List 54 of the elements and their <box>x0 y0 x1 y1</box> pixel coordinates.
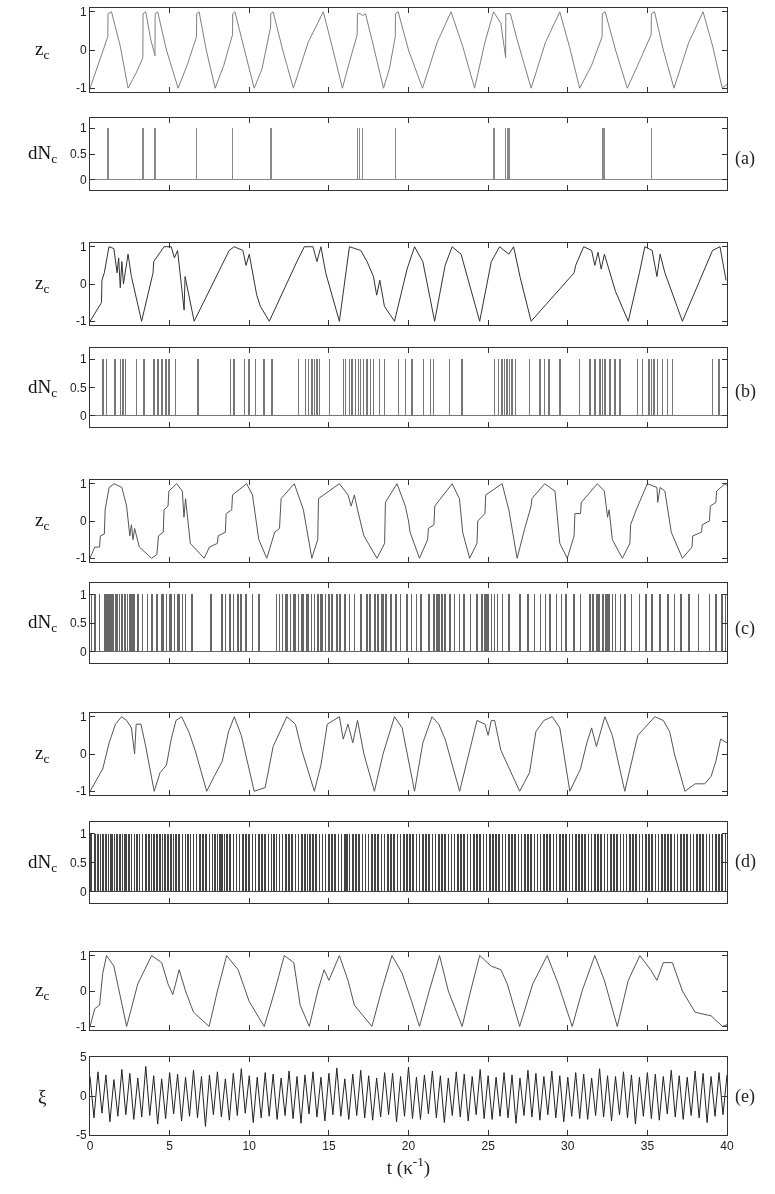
text: (d) <box>735 851 756 872</box>
y-tick-label: 0 <box>79 1089 87 1104</box>
y-tick-label: -1 <box>75 551 87 566</box>
y-tick-label: 5 <box>79 1050 87 1065</box>
y-axis-title: dN$_{c}$ <box>28 376 58 400</box>
y-tick-label: 1 <box>79 709 87 724</box>
y-axis-title: dN$_{c}$ <box>28 851 58 875</box>
y-tick-label: 0 <box>79 408 87 423</box>
text: (e) <box>735 1086 755 1107</box>
y-tick-label: 1 <box>79 826 87 841</box>
y-axis-title: z$_{c}$ <box>35 509 50 533</box>
x-tick-label: 35 <box>640 1139 655 1154</box>
y-tick-label: 0.5 <box>69 616 87 631</box>
y-tick-label: 0 <box>79 172 87 187</box>
y-tick-label: 0 <box>79 747 87 762</box>
text: (b) <box>735 381 756 402</box>
x-tick-label: 25 <box>481 1139 496 1154</box>
y-axis-title: z$_{c}$ <box>35 979 50 1003</box>
y-axis-title: z$_{c}$ <box>35 272 50 296</box>
y-tick-label: 1 <box>79 476 87 491</box>
text: (c) <box>735 618 755 639</box>
y-tick-label: 0.5 <box>69 855 87 870</box>
y-tick-label: 0 <box>79 644 87 659</box>
y-tick-label: 0.5 <box>69 147 87 162</box>
x-tick-label: 40 <box>720 1139 734 1154</box>
y-axis-title: dN$_{c}$ <box>28 611 58 635</box>
y-tick-label: 1 <box>79 121 87 136</box>
y-tick-label: 0 <box>79 984 87 999</box>
y-tick-label: -1 <box>75 784 87 799</box>
y-axis-title: z$_{c}$ <box>35 742 50 766</box>
y-tick-label: 1 <box>79 948 87 963</box>
y-tick-label: 0 <box>79 277 87 292</box>
text: (a) <box>735 148 755 169</box>
y-tick-label: -1 <box>75 314 87 329</box>
y-tick-label: -1 <box>75 81 87 96</box>
y-axis-title: dN$_{c}$ <box>28 142 58 166</box>
y-axis-title: z$_{c}$ <box>35 38 50 62</box>
y-tick-label: 0 <box>79 43 87 58</box>
y-tick-label: 1 <box>79 587 87 602</box>
x-tick-label: 5 <box>166 1139 174 1154</box>
y-tick-label: -5 <box>75 1128 87 1143</box>
y-tick-label: 0 <box>79 514 87 529</box>
x-tick-label: 30 <box>561 1139 575 1154</box>
x-tick-label: 10 <box>242 1139 257 1154</box>
y-tick-label: 0 <box>79 884 87 899</box>
x-tick-label: 20 <box>401 1139 416 1154</box>
x-axis-title: t (κ$^{-1}$) <box>386 1154 431 1180</box>
x-tick-label: 15 <box>322 1139 336 1154</box>
y-tick-label: 1 <box>79 239 87 254</box>
y-tick-label: -1 <box>75 1019 87 1034</box>
y-tick-label: 1 <box>79 5 87 20</box>
y-tick-label: 0.5 <box>69 380 87 395</box>
y-axis-title: ξ <box>38 1086 47 1107</box>
y-tick-label: 1 <box>79 352 87 367</box>
